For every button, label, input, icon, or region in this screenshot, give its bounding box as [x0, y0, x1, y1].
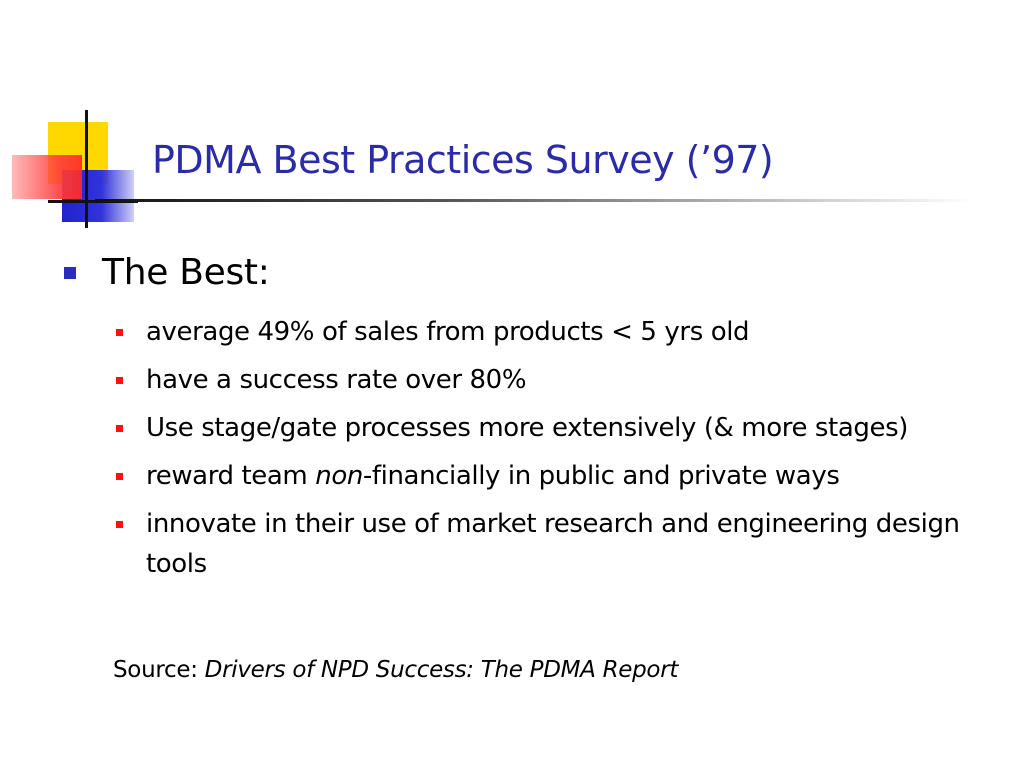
source-citation: Source: Drivers of NPD Success: The PDMA…: [113, 657, 678, 683]
sub-bullet-item: have a success rate over 80%: [114, 360, 1014, 400]
square-bullet-icon: [116, 425, 123, 432]
sub-bullet-list: average 49% of sales from products < 5 y…: [114, 312, 1014, 592]
sub-bullet-text-part: reward team: [146, 461, 316, 491]
sub-bullet-text-part: -financially in public and private ways: [362, 461, 840, 491]
bullet-level1-text: The Best:: [102, 252, 270, 293]
sub-bullet-item: average 49% of sales from products < 5 y…: [114, 312, 1014, 352]
sub-bullet-item: reward team non-financially in public an…: [114, 456, 1014, 496]
sub-bullet-item: innovate in their use of market research…: [114, 504, 1014, 584]
square-bullet-icon: [116, 521, 123, 528]
vertical-line: [85, 110, 88, 228]
square-bullet-icon: [116, 473, 123, 480]
decorative-logo-graphic: [0, 0, 160, 240]
bullet-level1: The Best:: [64, 252, 270, 293]
sub-bullet-item: Use stage/gate processes more extensivel…: [114, 408, 1014, 448]
red-square: [12, 155, 82, 199]
sub-bullet-text: average 49% of sales from products < 5 y…: [146, 317, 750, 347]
title-underline: [95, 199, 975, 202]
horizontal-line: [48, 200, 138, 203]
source-title: Drivers of NPD Success: The PDMA Report: [204, 657, 679, 683]
square-bullet-icon: [64, 266, 76, 279]
slide-title: PDMA Best Practices Survey (’97): [152, 138, 774, 182]
sub-bullet-text: have a success rate over 80%: [146, 365, 527, 395]
sub-bullet-emphasis: non: [315, 461, 363, 491]
sub-bullet-text: innovate in their use of market research…: [146, 509, 960, 579]
square-bullet-icon: [116, 377, 123, 384]
sub-bullet-text: Use stage/gate processes more extensivel…: [146, 413, 908, 443]
square-bullet-icon: [116, 329, 123, 336]
source-label: Source:: [113, 657, 205, 683]
sub-bullet-text: reward team non-financially in public an…: [146, 456, 1014, 496]
